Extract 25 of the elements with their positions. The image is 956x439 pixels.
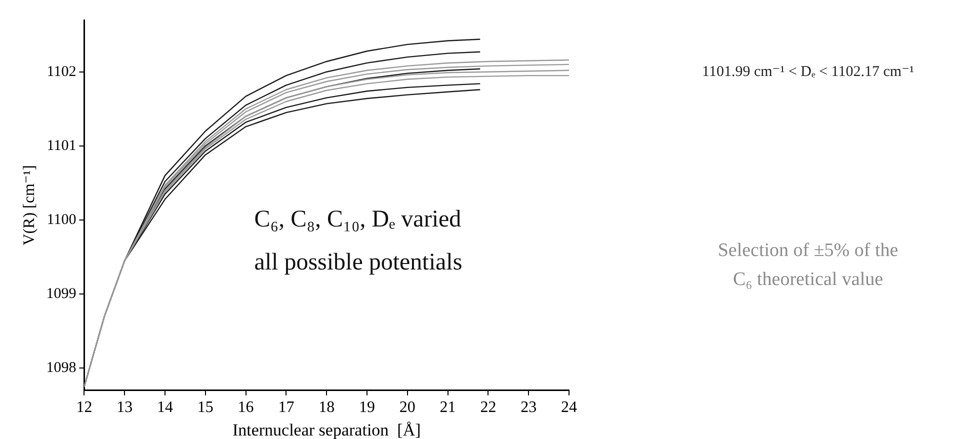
text: 1101.99 cm⁻¹ < Dₑ < 1102.17 cm⁻¹: [702, 64, 914, 80]
text: Selection of ±5% of the: [718, 240, 898, 261]
y-tick-label: 1101: [46, 138, 76, 154]
text: C₆ theoretical value: [732, 268, 884, 290]
x-tick-label: 19: [359, 399, 375, 416]
y-axis-title: V(R) [cm⁻¹]: [20, 165, 38, 246]
x-tick-label: 20: [399, 399, 416, 416]
x-tick-label: 21: [440, 399, 456, 416]
x-tick-label: 22: [480, 399, 496, 416]
x-tick-label: 17: [278, 399, 294, 416]
x-tick-label: 13: [116, 399, 133, 416]
y-tick-label: 1098: [46, 360, 76, 376]
x-tick-label: 16: [238, 399, 254, 416]
x-tick-label: 12: [76, 399, 92, 416]
x-tick-label: 14: [157, 399, 173, 416]
annotation: all possible potentials: [254, 249, 462, 276]
y-tick-label: 1099: [46, 286, 76, 302]
annotation: C₆, C₈, C₁₀, Dₑ varied: [254, 206, 462, 232]
x-axis-title: Internuclear separation [Å]: [232, 420, 421, 439]
x-tick-label: 24: [561, 399, 577, 416]
x-tick-label: 23: [520, 399, 537, 416]
y-tick-label: 1102: [46, 64, 76, 80]
x-tick-label: 15: [197, 399, 214, 416]
y-tick-label: 1100: [46, 212, 76, 228]
x-tick-label: 18: [318, 399, 335, 416]
